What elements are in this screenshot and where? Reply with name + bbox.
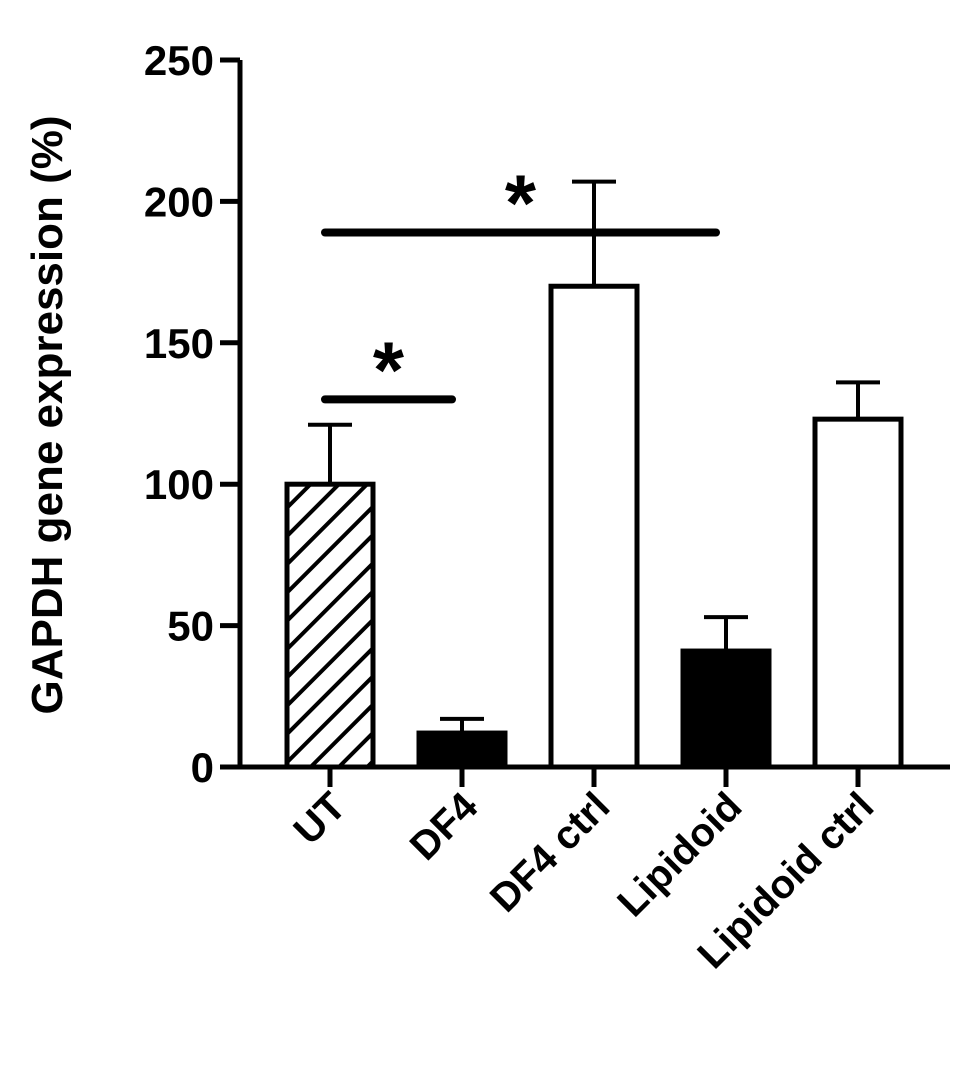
bar <box>812 416 904 770</box>
y-tick-label: 200 <box>144 178 214 225</box>
bar <box>416 730 508 770</box>
bar <box>548 283 640 770</box>
x-tick-label: DF4 <box>402 784 487 869</box>
significance-label: * <box>373 325 405 414</box>
y-axis-label: GAPDH gene expression (%) <box>23 115 72 714</box>
bar <box>284 481 376 770</box>
y-tick-label: 100 <box>144 461 214 508</box>
y-tick-label: 250 <box>144 37 214 84</box>
significance-label: * <box>505 159 537 248</box>
x-tick-label: DF4 ctrl <box>482 784 618 920</box>
bar <box>680 648 772 770</box>
x-tick-label: Lipidoid <box>609 784 750 925</box>
y-tick-label: 150 <box>144 320 214 367</box>
y-tick-label: 50 <box>167 603 214 650</box>
y-tick-label: 0 <box>191 744 214 791</box>
x-tick-label: UT <box>286 784 355 853</box>
